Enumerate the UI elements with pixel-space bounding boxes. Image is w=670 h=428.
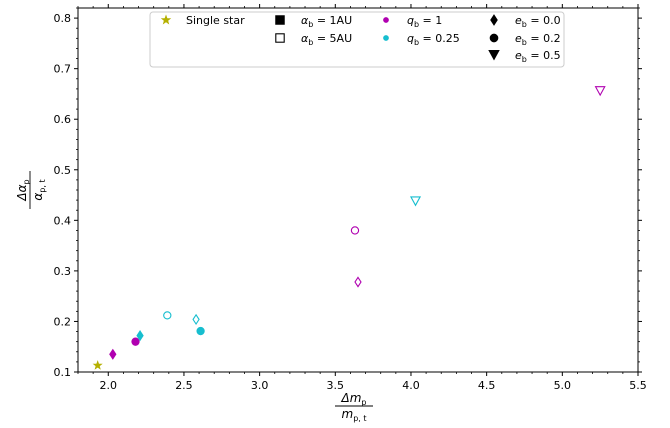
- legend-label: qb = 0.25: [407, 32, 460, 47]
- data-point: [92, 360, 103, 370]
- legend-entry-alpha-5au: αb = 5AU: [275, 32, 352, 47]
- legend-label: eb = 0.0: [515, 14, 561, 29]
- legend-entry-alpha-1au: αb = 1AU: [275, 14, 352, 29]
- legend-entry-q-1: qb = 1: [383, 14, 442, 29]
- legend-entry-e-02: eb = 0.2: [489, 32, 561, 47]
- legend-label: qb = 1: [407, 14, 442, 29]
- x-tick-label: 3.5: [327, 379, 345, 392]
- data-point: [136, 329, 144, 342]
- x-tick-label: 2.5: [175, 379, 193, 392]
- legend-entry-q-025: qb = 0.25: [383, 32, 460, 47]
- legend-marker: [275, 33, 285, 43]
- legend-marker: [489, 33, 499, 43]
- legend-marker: [275, 15, 285, 25]
- data-point: [192, 313, 200, 326]
- y-tick-label: 0.4: [54, 214, 72, 227]
- legend: Single star αb = 1AU αb = 5AU qb = 1 qb = 0.…: [149, 11, 565, 68]
- legend-entry-e-05: eb = 0.5: [488, 49, 561, 64]
- legend-marker: [488, 50, 500, 61]
- data-point: [196, 326, 205, 336]
- legend-box: [149, 11, 565, 68]
- y-tick-label: 0.5: [54, 164, 72, 177]
- x-tick-label: 5.0: [554, 379, 572, 392]
- data-point: [354, 276, 362, 288]
- x-axis-label-denominator: mp, t: [341, 407, 366, 423]
- x-tick-label: 3.0: [251, 379, 269, 392]
- legend-label: eb = 0.5: [515, 49, 561, 64]
- legend-label: αb = 5AU: [301, 32, 352, 47]
- y-tick-label: 0.7: [54, 63, 72, 76]
- x-axis-label-numerator: Δmp: [341, 391, 367, 407]
- y-tick-label: 0.2: [54, 315, 72, 328]
- legend-entry-e-00: eb = 0.0: [490, 14, 561, 29]
- y-tick-label: 0.8: [54, 12, 72, 25]
- legend-entry-single-star: Single star: [160, 14, 245, 27]
- legend-label: eb = 0.2: [515, 32, 561, 47]
- y-axis-label-numerator: Δαp: [15, 179, 31, 201]
- y-tick-label: 0.3: [54, 265, 72, 278]
- x-tick-label: 4.0: [402, 379, 420, 392]
- data-point: [594, 86, 606, 97]
- legend-label: αb = 1AU: [301, 14, 352, 29]
- x-tick-label: 5.5: [629, 379, 647, 392]
- legend-marker: [160, 14, 172, 25]
- legend-marker: [383, 17, 389, 23]
- data-point: [131, 337, 140, 346]
- y-axis-label-denominator: αp, t: [31, 179, 47, 200]
- data-point: [163, 311, 172, 320]
- legend-label: Single star: [186, 14, 245, 27]
- x-tick-label: 2.0: [100, 379, 118, 392]
- x-tick-label: 4.5: [478, 379, 496, 392]
- legend-marker: [490, 14, 498, 26]
- y-tick-label: 0.6: [54, 113, 72, 126]
- data-points: [92, 86, 606, 370]
- axis-ticks: 2.0 2.5 3.0 3.5 4.0 4.5 5.0 5.5 0.1 0.2 0.3 0.4 0.5 0…: [54, 4, 647, 392]
- data-point: [350, 226, 360, 235]
- data-point: [109, 348, 117, 360]
- y-tick-label: 0.1: [54, 366, 72, 379]
- legend-marker: [383, 35, 389, 41]
- data-point: [409, 196, 422, 207]
